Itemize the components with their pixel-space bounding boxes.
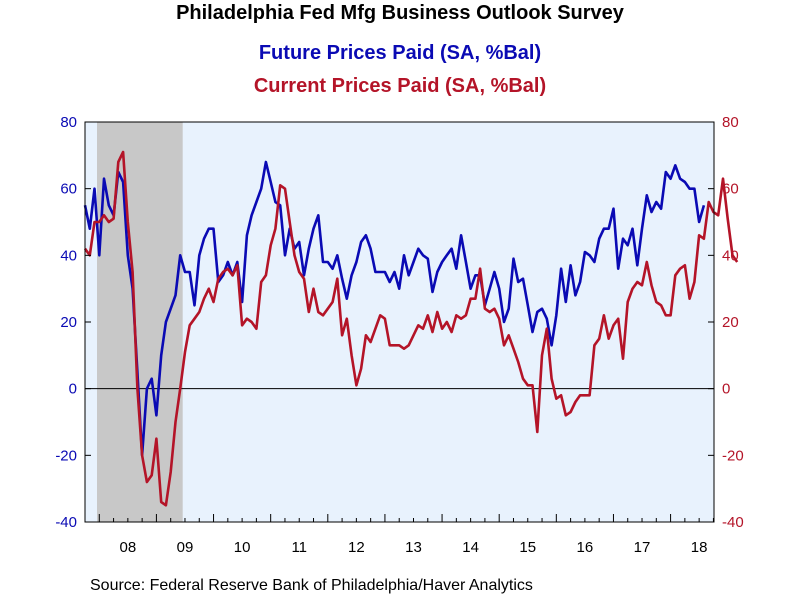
right-y-tick-label: 20	[722, 314, 739, 331]
right-y-tick-label: 0	[722, 381, 730, 398]
current-prices-legend: Current Prices Paid (SA, %Bal)	[253, 75, 547, 97]
x-tick-label: 11	[291, 539, 307, 556]
left-y-tick-label: 80	[60, 114, 77, 131]
right-y-tick-label: 80	[722, 114, 739, 131]
x-tick-label: 08	[120, 539, 137, 556]
future-prices-line	[83, 160, 706, 457]
x-tick-label: 16	[577, 539, 594, 556]
plot-area	[85, 122, 714, 522]
right-y-tick-label: 40	[722, 247, 739, 264]
current-prices-line	[83, 150, 739, 507]
x-tick-label: 09	[177, 539, 194, 556]
future-prices-legend: Future Prices Paid (SA, %Bal)	[258, 42, 542, 64]
x-tick-label: 12	[348, 539, 365, 556]
source-note: Source: Federal Reserve Bank of Philadel…	[90, 577, 533, 594]
left-y-tick-label: 40	[60, 247, 77, 264]
left-y-tick-label: -40	[55, 514, 77, 531]
left-y-tick-label: -20	[55, 447, 77, 464]
left-y-tick-label: 0	[69, 381, 77, 398]
right-y-tick-label: -40	[722, 514, 744, 531]
right-y-tick-label: 60	[722, 181, 739, 198]
x-tick-label: 15	[519, 539, 536, 556]
x-tick-label: 14	[462, 539, 479, 556]
x-tick-label: 17	[634, 539, 651, 556]
right-y-tick-label: -20	[722, 447, 744, 464]
x-tick-label: 10	[234, 539, 251, 556]
recession-shading	[96, 122, 183, 522]
left-y-tick-label: 60	[60, 181, 77, 198]
chart-title: Philadelphia Fed Mfg Business Outlook Su…	[176, 2, 624, 24]
left-y-tick-label: 20	[60, 314, 77, 331]
x-tick-label: 18	[691, 539, 708, 556]
x-tick-label: 13	[405, 539, 422, 556]
